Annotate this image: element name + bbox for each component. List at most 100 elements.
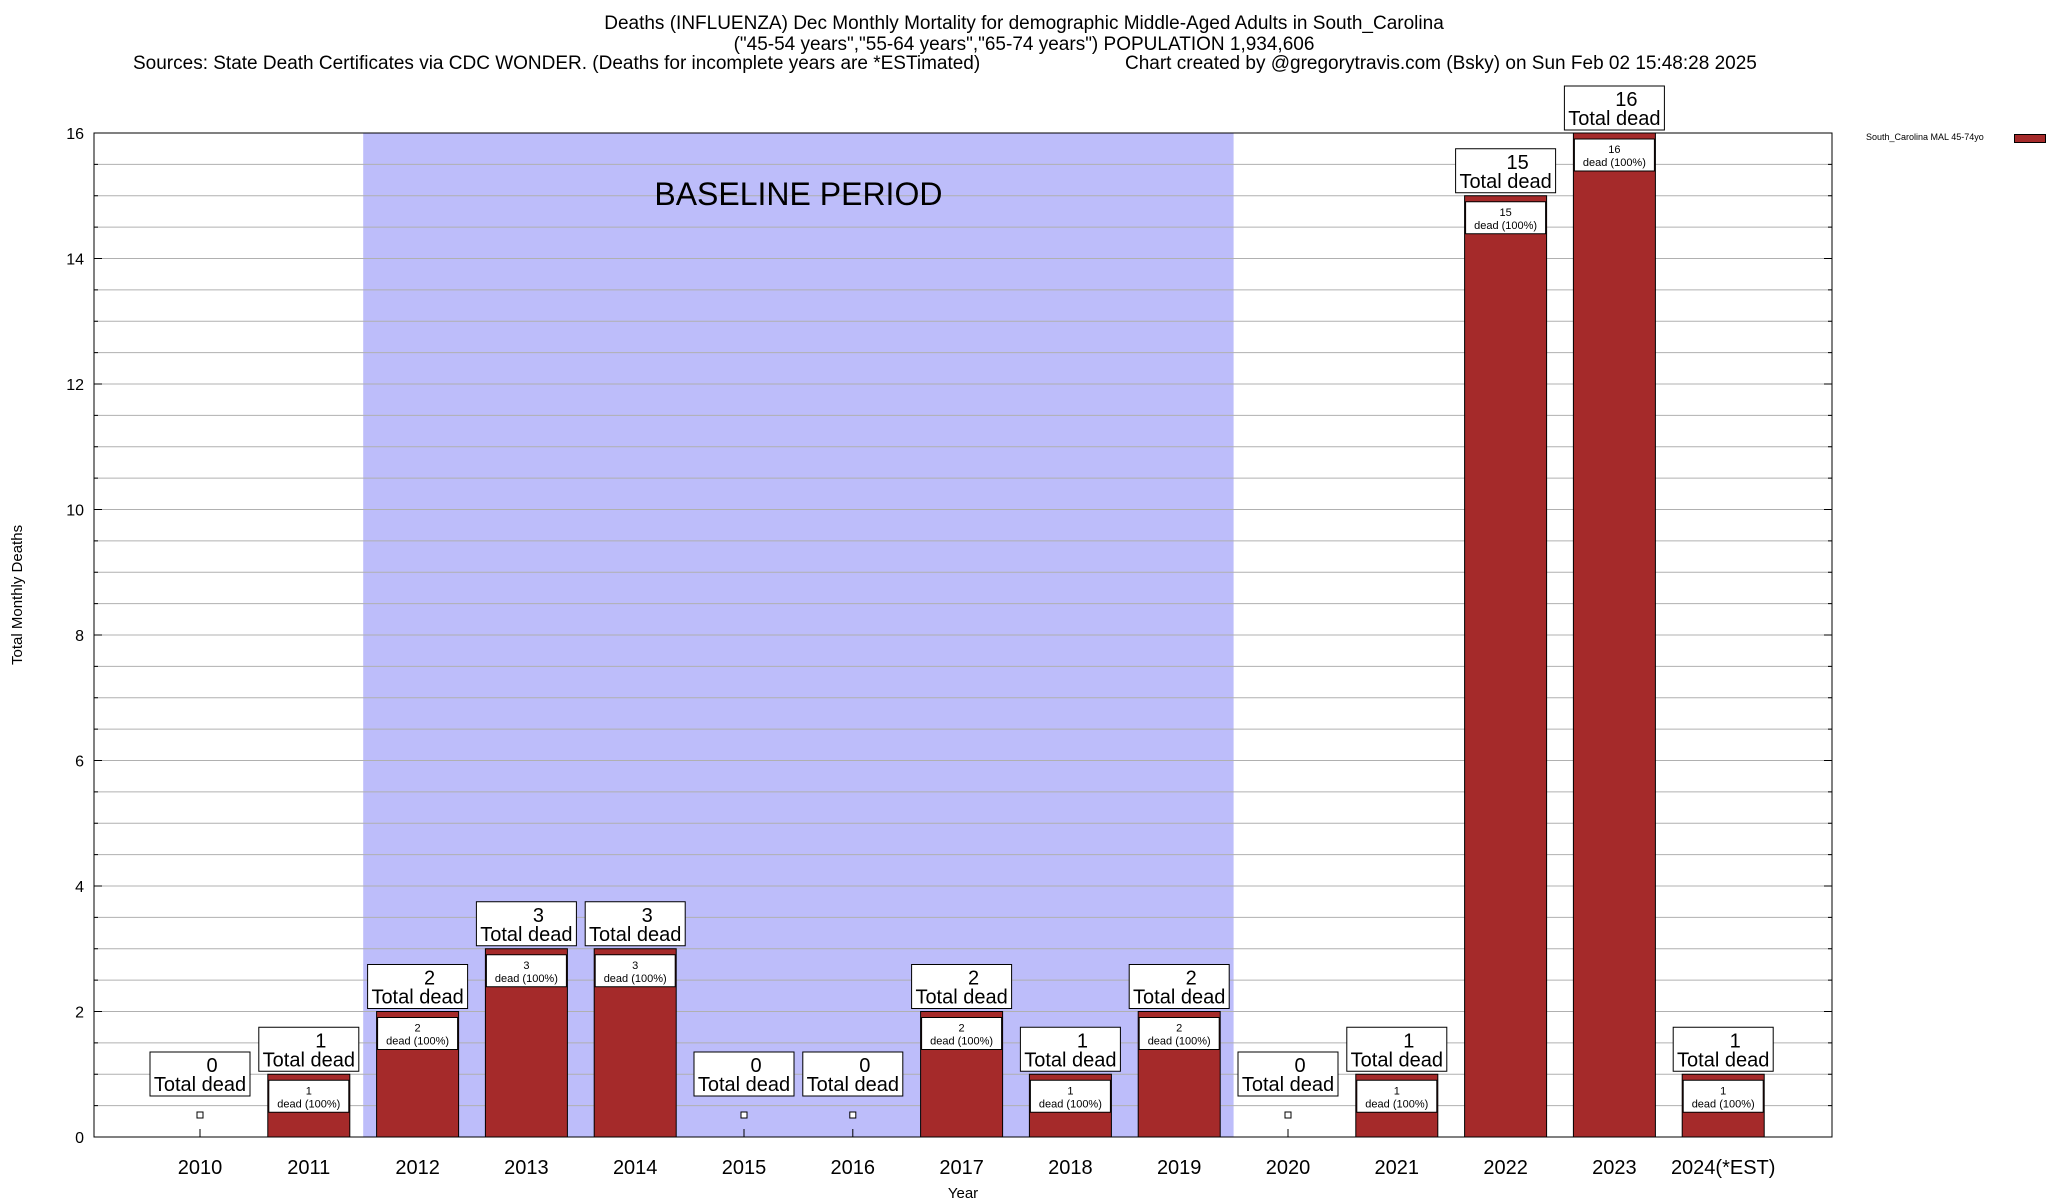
y-tick-label: 12: [66, 377, 84, 394]
bar-top-label-box: [802, 1051, 904, 1097]
x-axis-label: Year: [947, 1185, 979, 1202]
y-tick-label: 6: [75, 754, 84, 771]
x-tick-label: 2023: [1592, 1157, 1637, 1179]
bar-inner-label: dead (100%): [1692, 1098, 1755, 1110]
x-tick-label: 2016: [831, 1157, 876, 1179]
y-tick-label: 2: [75, 1005, 84, 1022]
bar-top-value: 2: [424, 968, 435, 990]
bar-top-label: Total dead: [371, 987, 463, 1009]
legend-label: South_Carolina MAL 45-74yo: [1866, 132, 1984, 142]
chart-sources: Sources: State Death Certificates via CD…: [133, 53, 981, 74]
bar-inner-value: 16: [1608, 144, 1620, 156]
bar-top-label: Total dead: [1459, 171, 1551, 193]
bar-top-value: 2: [1186, 968, 1197, 990]
bar-top-value: 16: [1615, 89, 1637, 111]
bar-inner-label: dead (100%): [1583, 157, 1646, 169]
bar-top-value: 3: [642, 905, 653, 927]
y-tick-label: 0: [75, 1130, 84, 1147]
bar-top-label-box: [475, 901, 577, 947]
bar-top-value: 1: [1403, 1030, 1414, 1052]
bar-top-label-box: [693, 1051, 795, 1097]
x-tick-label: 2020: [1266, 1157, 1311, 1179]
bar-top-label-box: [1563, 85, 1665, 131]
y-tick-label: 8: [75, 628, 84, 645]
bar-inner-label-box: [1138, 1017, 1220, 1050]
bar-top-label: Total dead: [1677, 1049, 1769, 1071]
y-tick-label: 10: [66, 503, 84, 520]
x-tick-label: 2010: [178, 1157, 223, 1179]
bar-top-label-box: [1237, 1051, 1339, 1097]
bar-inner-value: 2: [959, 1023, 965, 1035]
bar-top-value: 2: [968, 968, 979, 990]
bar-top-value: 3: [533, 905, 544, 927]
bar-empty-marker: [196, 1111, 204, 1119]
bar-top-value: 1: [1730, 1030, 1741, 1052]
baseline-period-label: BASELINE PERIOD: [654, 176, 942, 212]
bar-top-value: 1: [1077, 1030, 1088, 1052]
bar-top-label: Total dead: [480, 924, 572, 946]
bar-top-value: 0: [1294, 1055, 1305, 1077]
x-tick-label: 2011: [287, 1157, 330, 1179]
bar-top-value: 15: [1506, 152, 1528, 174]
chart-credit: Chart created by @gregorytravis.com (Bsk…: [1125, 53, 1757, 74]
bar-inner-label: dead (100%): [277, 1098, 340, 1110]
x-tick-label: 2021: [1375, 1157, 1420, 1179]
x-tick-label: 2012: [395, 1157, 440, 1179]
chart-title: Deaths (INFLUENZA) Dec Monthly Mortality…: [604, 13, 1444, 34]
bar-top-label-box: [911, 964, 1013, 1009]
bar-top-label-box: [1019, 1026, 1121, 1072]
bar-top-label-box: [367, 964, 469, 1009]
x-tick-label: 2013: [504, 1157, 549, 1179]
bar-top-label: Total dead: [807, 1074, 899, 1096]
bar-top-label: Total dead: [1351, 1049, 1443, 1071]
x-tick-label: 2018: [1048, 1157, 1093, 1179]
bar-inner-label: dead (100%): [604, 973, 667, 985]
bar-top-label-box: [1128, 964, 1230, 1009]
bar-empty-marker: [849, 1111, 857, 1119]
bar-top-label: Total dead: [1568, 108, 1660, 130]
bar-empty-marker: [1284, 1111, 1292, 1119]
bar-top-value: 0: [750, 1055, 761, 1077]
bar: [1572, 132, 1656, 1138]
bar-top-label-box: [584, 901, 686, 947]
bar-inner-value: 1: [1067, 1085, 1073, 1097]
bar-inner-label: dead (100%): [1474, 220, 1537, 232]
x-tick-label: 2019: [1157, 1157, 1202, 1179]
bar-top-label-box: [1672, 1026, 1774, 1072]
bar-inner-label: dead (100%): [495, 973, 558, 985]
bar-top-label: Total dead: [263, 1049, 355, 1071]
y-tick-label: 4: [75, 879, 84, 896]
bar-top-label: Total dead: [154, 1074, 246, 1096]
y-axis-label: Total Monthly Deaths: [9, 524, 26, 665]
x-tick-label: 2022: [1483, 1157, 1528, 1179]
chart-subtitle: ("45-54 years","55-64 years","65-74 year…: [733, 34, 1315, 55]
bar-top-label: Total dead: [1133, 987, 1225, 1009]
bar-inner-label-box: [268, 1079, 350, 1113]
bar-top-label-box: [258, 1026, 360, 1072]
bar-top-label: Total dead: [698, 1074, 790, 1096]
bar-inner-label-box: [1682, 1079, 1764, 1113]
bar-inner-label-box: [1465, 201, 1547, 235]
bar-inner-label: dead (100%): [1148, 1036, 1211, 1048]
x-tick-label: 2015: [722, 1157, 767, 1179]
x-tick-label: 2014: [613, 1157, 658, 1179]
bar-inner-label: dead (100%): [1039, 1098, 1102, 1110]
bar-inner-value: 2: [415, 1023, 421, 1035]
bar-inner-value: 1: [1720, 1085, 1726, 1097]
bar-inner-value: 1: [306, 1085, 312, 1097]
bar-inner-label-box: [921, 1017, 1003, 1050]
bar-top-value: 1: [315, 1030, 326, 1052]
x-tick-label: 2017: [939, 1157, 984, 1179]
bar-inner-label-box: [594, 954, 676, 988]
bar-top-label: Total dead: [589, 924, 681, 946]
bar-top-value: 0: [206, 1055, 217, 1077]
bar-empty-marker: [740, 1111, 748, 1119]
bar-top-label-box: [1346, 1026, 1448, 1072]
bar-top-label: Total dead: [915, 987, 1007, 1009]
legend-swatch: [2014, 134, 2046, 143]
bar-inner-label: dead (100%): [386, 1036, 449, 1048]
bar-inner-value: 3: [632, 960, 638, 972]
bar-inner-label-box: [1356, 1079, 1438, 1113]
bar-top-value: 0: [859, 1055, 870, 1077]
y-tick-label: 16: [66, 126, 84, 143]
